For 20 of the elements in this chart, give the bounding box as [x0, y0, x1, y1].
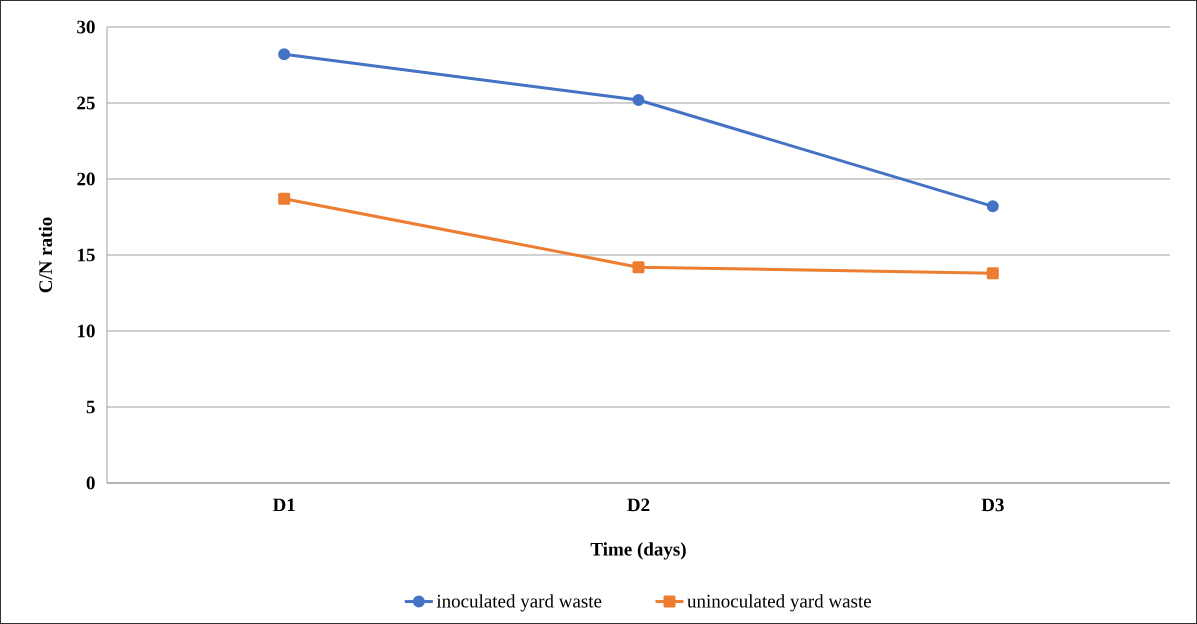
point	[278, 48, 291, 61]
x-tick-label: D2	[627, 498, 650, 512]
point	[986, 200, 999, 213]
y-tick-label: 5	[86, 400, 95, 414]
y-tick-label: 30	[77, 20, 95, 34]
x-tick-label: D3	[981, 498, 1004, 512]
legend-label: uninoculated yard waste	[687, 594, 872, 612]
y-tick-label: 10	[77, 324, 95, 338]
y-tick-label: 15	[77, 248, 95, 262]
point	[278, 192, 291, 205]
legend-label: inoculated yard waste	[436, 594, 602, 612]
point	[632, 261, 645, 274]
y-tick-label: 25	[77, 96, 95, 110]
point	[986, 267, 999, 280]
y-axis-title: C/N ratio	[38, 217, 53, 293]
x-tick-label: D1	[272, 498, 295, 512]
y-tick-label: 0	[86, 476, 95, 490]
y-tick-label: 20	[77, 172, 95, 186]
point	[632, 93, 645, 106]
x-axis-title: Time (days)	[590, 542, 686, 560]
